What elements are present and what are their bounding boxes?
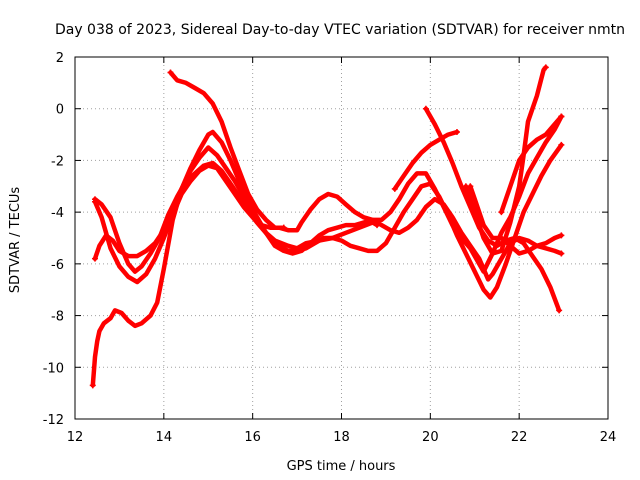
chart-title: Day 038 of 2023, Sidereal Day-to-day VTE… — [55, 22, 625, 38]
x-tick-label: 22 — [511, 430, 528, 445]
x-tick-label: 16 — [244, 430, 261, 445]
x-axis-label: GPS time / hours — [287, 459, 396, 474]
series-line — [92, 142, 564, 300]
data-point-marker — [558, 141, 565, 148]
series-trace-1 — [89, 129, 381, 389]
y-tick-label: -6 — [51, 258, 64, 273]
series-line — [90, 129, 380, 388]
series-line — [92, 160, 564, 282]
x-tick-label: 20 — [422, 430, 439, 445]
data-series — [89, 64, 565, 389]
data-point-marker — [453, 128, 460, 135]
series-trace-5 — [167, 69, 287, 231]
series-trace-4 — [91, 141, 565, 300]
y-tick-label: -2 — [51, 154, 64, 169]
data-point-marker — [558, 250, 565, 257]
y-tick-label: -10 — [43, 361, 64, 376]
data-point-marker — [167, 69, 174, 76]
y-tick-label: -12 — [43, 413, 64, 428]
series-trace-10 — [498, 113, 565, 216]
data-point-marker — [558, 113, 565, 120]
data-point-marker — [462, 183, 469, 190]
series-trace-6 — [391, 128, 460, 192]
gridlines — [75, 57, 608, 419]
series-trace-7 — [422, 105, 563, 314]
y-tick-label: 0 — [56, 103, 64, 118]
data-point-marker — [280, 224, 287, 231]
series-line — [392, 129, 460, 192]
data-point-marker — [498, 209, 505, 216]
y-tick-label: 2 — [56, 51, 64, 66]
data-point-marker — [542, 64, 549, 71]
x-tick-label: 14 — [156, 430, 173, 445]
x-tick-label: 24 — [600, 430, 617, 445]
data-point-marker — [91, 255, 98, 262]
series-trace-9 — [462, 64, 549, 256]
x-tick-label: 12 — [67, 430, 84, 445]
series-trace-2 — [91, 113, 565, 274]
y-tick-label: -8 — [51, 310, 64, 325]
x-tick-label: 18 — [333, 430, 350, 445]
series-line — [168, 70, 287, 230]
data-point-marker — [89, 382, 96, 389]
data-point-marker — [556, 307, 563, 314]
data-point-marker — [91, 198, 98, 205]
data-point-marker — [422, 105, 429, 112]
y-tick-label: -4 — [51, 206, 64, 221]
series-line — [463, 65, 549, 256]
y-axis-label: SDTVAR / TECUs — [8, 187, 23, 294]
series-line — [468, 184, 564, 256]
series-trace-8 — [467, 183, 565, 256]
data-point-marker — [391, 185, 398, 192]
data-point-marker — [558, 232, 565, 239]
series-line — [499, 114, 564, 215]
series-line — [423, 106, 562, 313]
